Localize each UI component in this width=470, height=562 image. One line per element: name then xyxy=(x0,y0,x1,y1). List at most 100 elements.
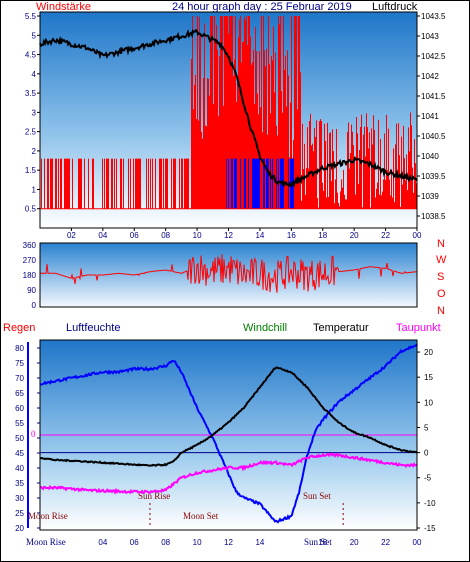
x-tick-label-bottom: 10 xyxy=(193,538,202,547)
panel3-marks xyxy=(39,343,418,528)
header-luftdruck: Luftdruck xyxy=(372,1,418,13)
wind-tick-label: 4 xyxy=(32,70,37,79)
humidity-tick-label: 70 xyxy=(15,374,24,383)
wind-tick-label: 1 xyxy=(32,185,37,194)
temperature-tick-label: 0 xyxy=(424,449,429,458)
wind-direction-line xyxy=(40,254,418,293)
x-tick-label-top: 20 xyxy=(350,231,359,240)
label-taupunkt: Taupunkt xyxy=(396,322,441,334)
temperature-line xyxy=(39,366,418,467)
pressure-line xyxy=(39,28,418,189)
wind-tick-label: 0.5 xyxy=(25,205,37,214)
wind-tick-label: 2.5 xyxy=(25,128,37,137)
panel2-background xyxy=(40,243,417,307)
pressure-tick-label: 1038.5 xyxy=(421,212,446,221)
humidity-tick-label: 40 xyxy=(15,464,24,473)
moon-set-label: Moon Set xyxy=(183,511,219,521)
x-tick-label-top: 12 xyxy=(224,231,233,240)
sun-rise-label: Sun Rise xyxy=(138,491,170,501)
wind-tick-label: 3.5 xyxy=(25,89,37,98)
humidity-tick-label: 30 xyxy=(15,494,24,503)
wind-tick-label: 4.5 xyxy=(25,51,37,60)
temperature-tick-label: 10 xyxy=(424,398,433,407)
x-tick-label-top: 08 xyxy=(161,231,170,240)
compass-n-top: N xyxy=(437,238,445,250)
zero-label: 0 xyxy=(31,429,36,439)
header-title: 24 hour graph day : 25 Februar 2019 xyxy=(172,1,352,13)
direction-tick-label: 180 xyxy=(23,271,37,280)
pressure-tick-label: 1041 xyxy=(421,112,439,121)
temperature-tick-label: -5 xyxy=(424,474,432,483)
x-tick-label-bottom: 20 xyxy=(350,538,359,547)
x-tick-label-top: 18 xyxy=(318,231,327,240)
humidity-tick-label: 80 xyxy=(15,344,24,353)
x-tick-label-top: 06 xyxy=(130,231,139,240)
pressure-tick-label: 1040.5 xyxy=(421,132,446,141)
header-windstaerke: Windstärke xyxy=(36,1,91,13)
bottom-moon-rise: Moon Rise xyxy=(26,537,66,547)
x-tick-label-top: 00 xyxy=(413,231,422,240)
x-tick-label-bottom: 14 xyxy=(255,538,264,547)
label-luftfeuchte: Luftfeuchte xyxy=(66,322,120,334)
compass-o: O xyxy=(437,288,446,300)
humidity-tick-label: 20 xyxy=(15,524,24,533)
humidity-tick-label: 60 xyxy=(15,404,24,413)
x-tick-label-top: 04 xyxy=(98,231,107,240)
x-tick-label-bottom: 08 xyxy=(161,538,170,547)
axes: 0.5 1 1.5 2 2.5 3 3.5 4 4.5 5 5.5 1038.5 1039 1039.5 1… xyxy=(15,11,446,547)
wind-tick-label: 3 xyxy=(32,108,37,117)
label-regen: Regen xyxy=(3,322,35,334)
temperature-tick-label: 5 xyxy=(424,423,429,432)
direction-tick-label: 270 xyxy=(23,256,37,265)
direction-tick-label: 360 xyxy=(23,241,37,250)
x-tick-label-top: 16 xyxy=(287,231,296,240)
pressure-tick-label: 1040 xyxy=(421,152,439,161)
compass-w: W xyxy=(436,254,447,266)
x-tick-label-top: 14 xyxy=(255,231,264,240)
pressure-tick-label: 1043 xyxy=(421,32,439,41)
x-tick-label-bottom: 04 xyxy=(98,538,107,547)
x-tick-label-bottom: 00 xyxy=(413,538,422,547)
sun-set-label: Sun Set xyxy=(303,491,331,501)
x-tick-label-bottom: 22 xyxy=(381,538,390,547)
humidity-tick-label: 45 xyxy=(15,449,24,458)
humidity-tick-label: 25 xyxy=(15,509,24,518)
x-tick-label-bottom: 06 xyxy=(130,538,139,547)
x-tick-label-top: 10 xyxy=(193,231,202,240)
label-windchill: Windchill xyxy=(243,322,287,334)
humidity-tick-label: 75 xyxy=(15,359,24,368)
humidity-line xyxy=(39,343,418,524)
humidity-tick-label: 50 xyxy=(15,434,24,443)
wind-tick-label: 2 xyxy=(32,147,37,156)
compass-s: S xyxy=(437,271,444,283)
pressure-tick-label: 1042.5 xyxy=(421,52,446,61)
pressure-tick-label: 1042 xyxy=(421,72,439,81)
moon-rise-label: Moon Rise xyxy=(28,511,68,521)
wind-tick-label: 5 xyxy=(32,31,37,40)
panel2-marks xyxy=(40,254,418,293)
pressure-tick-label: 1039.5 xyxy=(421,172,446,181)
wind-tick-label: 5.5 xyxy=(25,12,37,21)
panel1-marks xyxy=(39,16,418,210)
wind-tick-label: 1.5 xyxy=(25,166,37,175)
x-tick-label-top: 22 xyxy=(381,231,390,240)
temperature-tick-label: -15 xyxy=(424,524,436,533)
direction-tick-label: 0 xyxy=(32,301,37,310)
x-tick-label-top: 02 xyxy=(67,231,76,240)
panel2-border xyxy=(39,242,418,308)
x-tick-label-bottom: 12 xyxy=(224,538,233,547)
bottom-sun-set: Sun Set xyxy=(304,537,332,547)
temperature-tick-label: 20 xyxy=(424,348,433,357)
compass-n-bottom: N xyxy=(437,305,445,317)
temperature-tick-label: 15 xyxy=(424,373,433,382)
x-tick-label-bottom: 18 xyxy=(318,538,327,547)
compass-letters: N W S O N xyxy=(436,238,447,317)
direction-tick-label: 90 xyxy=(27,286,36,295)
pressure-tick-label: 1043.5 xyxy=(421,12,446,21)
pressure-tick-label: 1041.5 xyxy=(421,92,446,101)
humidity-tick-label: 35 xyxy=(15,479,24,488)
label-temperatur: Temperatur xyxy=(313,322,369,334)
dewpoint-line xyxy=(39,452,418,495)
humidity-tick-label: 55 xyxy=(15,419,24,428)
